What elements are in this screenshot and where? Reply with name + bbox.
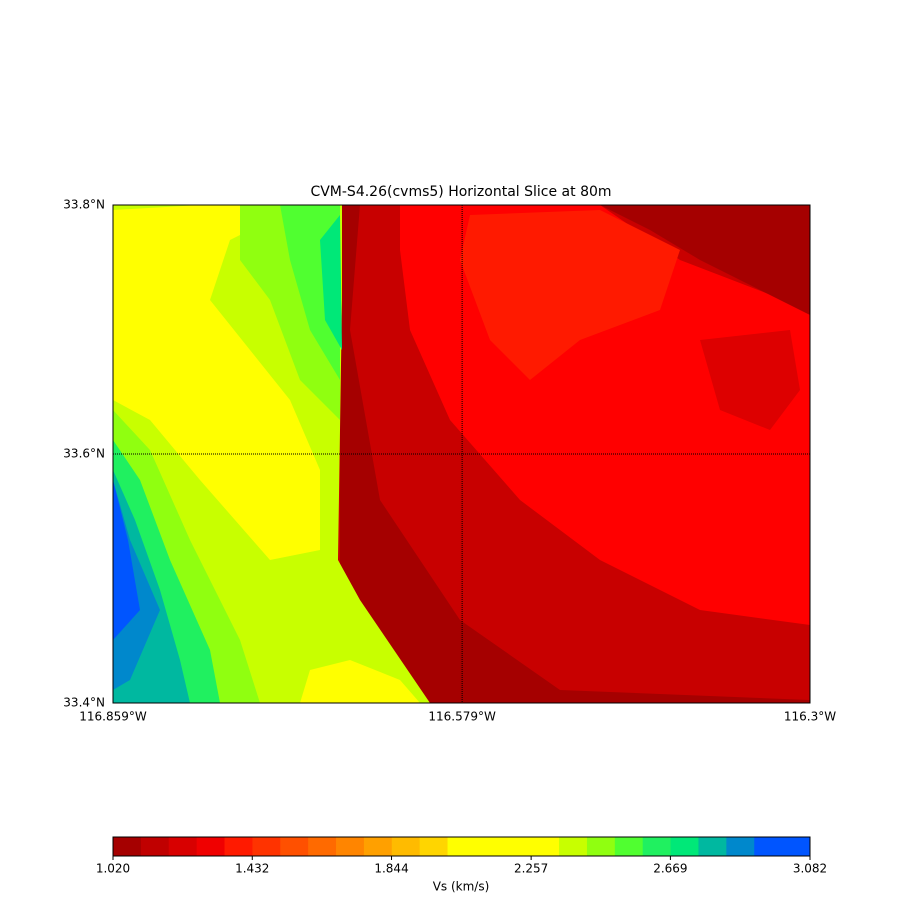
colorbar-segment: [113, 837, 142, 856]
y-tick-label: 33.6°N: [63, 447, 105, 461]
colorbar-segment: [196, 837, 226, 856]
colorbar-segment: [363, 837, 393, 856]
colorbar-segment: [308, 837, 337, 856]
y-tick-label: 33.8°N: [63, 198, 105, 212]
colorbar-segment: [698, 837, 727, 856]
colorbar-segment: [224, 837, 253, 856]
colorbar-tick-label: 1.844: [374, 862, 408, 876]
colorbar-tick-label: 2.669: [653, 862, 687, 876]
x-tick-label: 116.579°W: [428, 710, 496, 724]
colorbar-frame: [112, 836, 811, 857]
colorbar-segment: [419, 837, 449, 856]
colorbar-segment: [168, 837, 198, 856]
colorbar-segment: [586, 837, 616, 856]
colorbar-segment: [503, 837, 532, 856]
colorbar-tick-label: 3.082: [793, 862, 827, 876]
colorbar-segment: [531, 837, 560, 856]
colorbar-segment: [280, 837, 309, 856]
x-tick-label: 116.859°W: [79, 710, 147, 724]
colorbar-segment: [475, 837, 504, 856]
y-tick-label: 33.4°N: [63, 696, 105, 710]
colorbar-segment: [614, 837, 644, 856]
colorbar-segment: [726, 837, 755, 856]
colorbar-segment: [447, 837, 476, 856]
colorbar-segment: [559, 837, 588, 856]
chart-title: CVM-S4.26(cvms5) Horizontal Slice at 80m: [310, 184, 611, 200]
colorbar-segment: [336, 837, 365, 856]
colorbar-tick-label: 2.257: [514, 862, 548, 876]
colorbar-segment: [252, 837, 281, 856]
colorbar-segment: [782, 837, 811, 856]
colorbar-segment: [754, 837, 783, 856]
x-tick-label: 116.3°W: [784, 710, 836, 724]
colorbar-tick-label: 1.432: [235, 862, 269, 876]
colorbar-label: Vs (km/s): [433, 880, 490, 894]
colorbar-tick-label: 1.020: [96, 862, 130, 876]
colorbar-segment: [391, 837, 421, 856]
colorbar-segment: [140, 837, 170, 856]
colorbar-segment: [670, 837, 699, 856]
colorbar-segment: [642, 837, 672, 856]
